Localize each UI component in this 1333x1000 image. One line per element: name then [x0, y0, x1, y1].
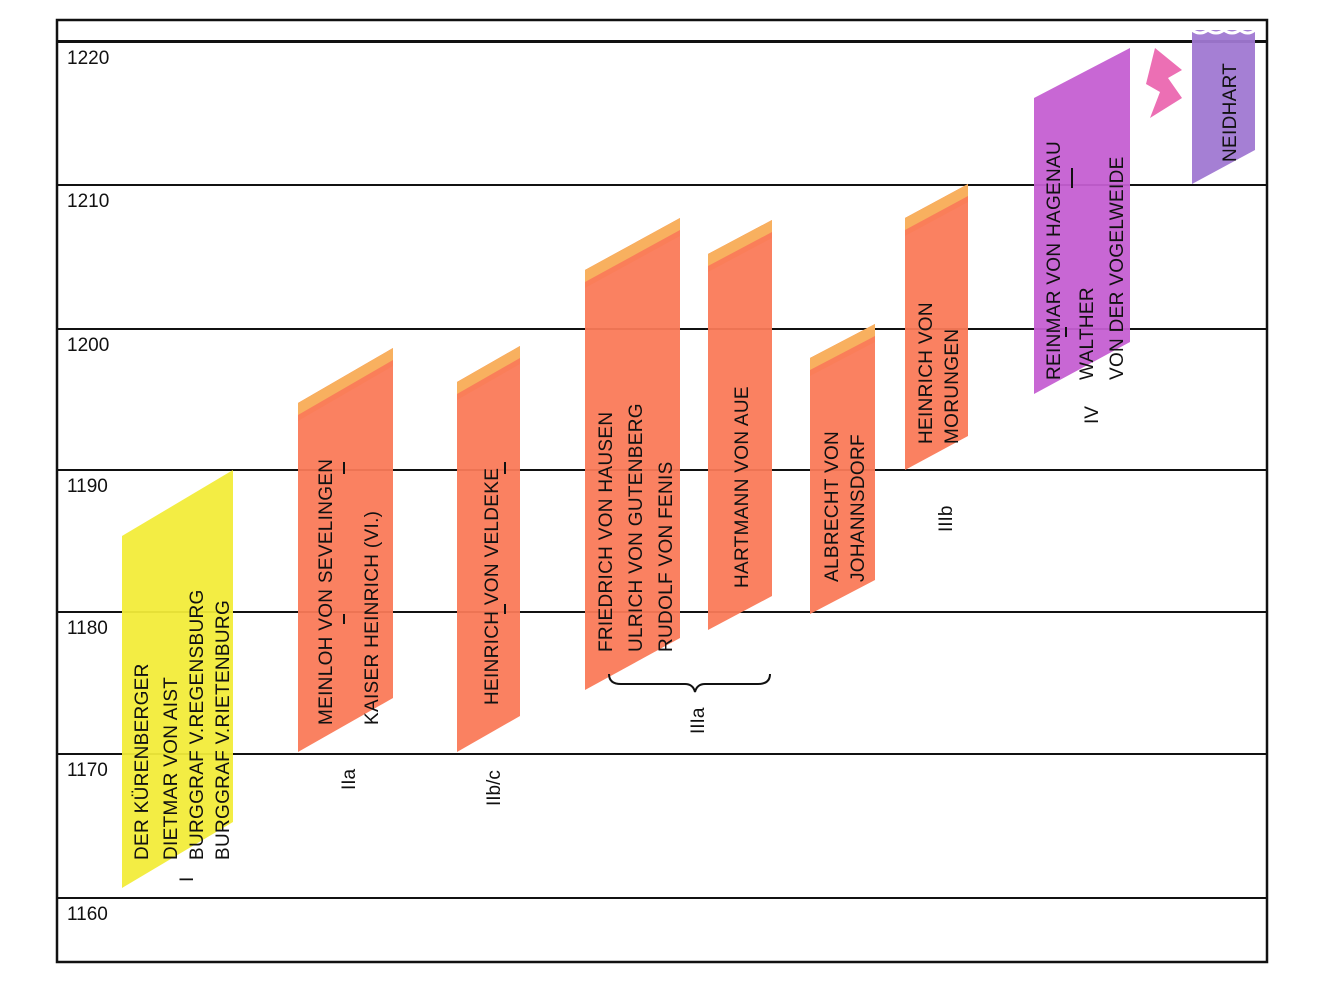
group-brace	[608, 673, 771, 693]
author-block: HEINRICH VON VELDEKE	[457, 346, 520, 752]
author-block: HEINRICH VON MORUNGEN	[905, 184, 968, 470]
torn-edge	[1191, 28, 1256, 35]
author-block: FRIEDRICH VON HAUSEN ULRICH VON GUTENBERG…	[585, 218, 680, 690]
block-shape	[457, 346, 520, 752]
author-label: ULRICH VON GUTENBERG	[626, 403, 647, 652]
author-label: DER KÜRENBERGER	[132, 663, 153, 860]
year-label: 1160	[67, 904, 108, 925]
block-shape	[298, 348, 393, 752]
author-label: NEIDHART	[1220, 63, 1241, 162]
block-top-edge	[585, 218, 680, 282]
block-top-edge	[708, 220, 772, 266]
block-shape	[585, 218, 680, 690]
author-label: BURGGRAF V.REGENSBURG	[187, 589, 208, 860]
block-shape	[122, 470, 233, 888]
author-label: REINMAR VON HAGENAU	[1044, 141, 1065, 380]
block-top-edge	[457, 346, 520, 394]
year-label: 1210	[67, 191, 109, 212]
author-block: NEIDHART	[1192, 30, 1255, 184]
block-top-edge	[810, 324, 875, 370]
author-label: ALBRECHT VON	[822, 431, 843, 582]
author-label: MEINLOH VON SEVELINGEN	[316, 459, 337, 725]
year-label: 1190	[67, 476, 108, 497]
author-label: KAISER HEINRICH (VI.)	[362, 511, 383, 725]
group-label: I	[177, 877, 198, 882]
author-label: HEINRICH VON	[916, 302, 937, 444]
group-label: IIb/c	[484, 770, 505, 806]
block-shape	[1034, 48, 1130, 394]
block-shape	[1192, 30, 1255, 184]
year-label: 1200	[67, 335, 109, 356]
block-shape	[708, 220, 772, 630]
year-label: 1170	[67, 760, 108, 781]
author-label: WALTHER	[1077, 287, 1098, 380]
group-label: IIIb	[936, 506, 957, 532]
block-top-edge	[298, 348, 393, 415]
author-label: JOHANNSDORF	[848, 434, 869, 582]
author-label: MORUNGEN	[942, 329, 963, 444]
block-shape	[810, 324, 875, 614]
author-label: HEINRICH VON VELDEKE	[482, 468, 503, 705]
author-label: HARTMANN VON AUE	[732, 386, 753, 588]
author-block: HARTMANN VON AUE	[708, 220, 772, 630]
group-label: IIIa	[688, 707, 709, 734]
author-block: DER KÜRENBERGER DIETMAR VON AIST BURGGRAF …	[122, 470, 234, 888]
lightning-bolt-icon	[1146, 48, 1182, 118]
author-block: MEINLOH VON SEVELINGEN KAISER HEINRICH (V…	[298, 348, 393, 752]
year-label: 1220	[67, 48, 109, 69]
group-label: IIa	[339, 768, 360, 790]
author-block: REINMAR VON HAGENAU WALTHER VON DER VOGELW…	[1034, 48, 1130, 394]
year-label: 1180	[67, 618, 108, 639]
author-label: VON DER VOGELWEIDE	[1107, 156, 1128, 380]
block-top-edge	[905, 184, 968, 230]
chart-frame	[55, 18, 1269, 964]
author-label: DIETMAR VON AIST	[161, 677, 182, 860]
author-label: RUDOLF VON FENIS	[656, 461, 677, 652]
block-shape	[905, 184, 968, 470]
author-label: FRIEDRICH VON HAUSEN	[596, 412, 617, 652]
author-label: BURGGRAF V.RIETENBURG	[213, 600, 234, 860]
group-label: IV	[1082, 406, 1103, 424]
author-block: ALBRECHT VON JOHANNSDORF	[810, 324, 875, 614]
